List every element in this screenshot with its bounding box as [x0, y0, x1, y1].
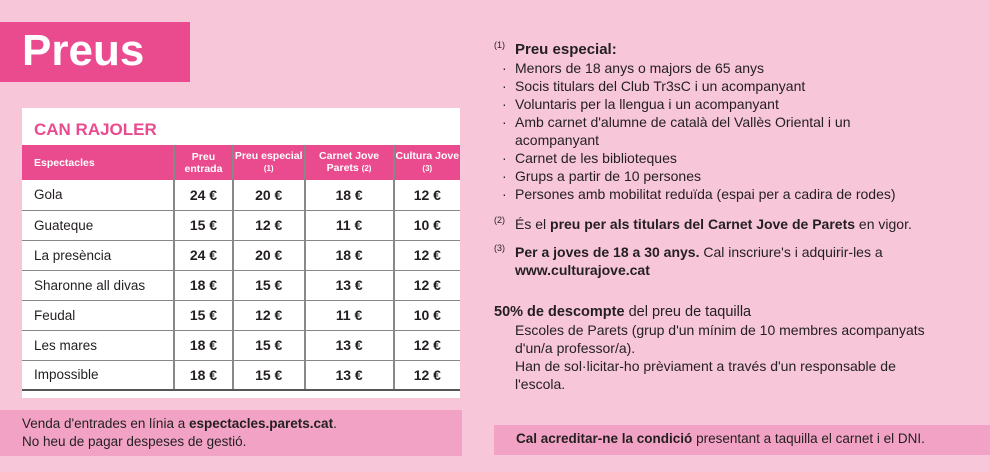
col-header: Preu especial (1): [231, 145, 305, 180]
show-name: Les mares: [22, 330, 174, 361]
culturajove-link[interactable]: www.culturajove.cat: [515, 262, 650, 278]
price-cell: 15 €: [173, 210, 233, 241]
table-row: Les mares 18 €15 €13 €12 €: [22, 330, 460, 361]
list-item: Menors de 18 anys o majors de 65 anys: [494, 59, 974, 77]
price-cell: 11 €: [303, 210, 394, 241]
col-header: Carnet Jove Parets (2): [303, 145, 394, 180]
note-2: (2) És el preu per als titulars del Carne…: [494, 215, 912, 232]
price-cell: 10 €: [392, 210, 460, 241]
notes: (1)Preu especial: Menors de 18 anys o ma…: [494, 40, 974, 393]
price-cell: 12 €: [231, 210, 305, 241]
list-item: Amb carnet d'alumne de català del Vallès…: [494, 113, 864, 149]
show-name: La presència: [22, 240, 174, 271]
show-name: Sharonne all divas: [22, 270, 174, 301]
table-header-row: Espectacles Preu entrada Preu especial (…: [22, 145, 460, 180]
price-cell: 15 €: [231, 330, 305, 361]
price-cell: 18 €: [303, 180, 394, 211]
list-item: Socis titulars del Club Tr3sC i un acomp…: [494, 77, 974, 95]
price-cell: 12 €: [392, 270, 460, 301]
discount-note: 50% de descompte del preu de taquilla: [494, 304, 752, 320]
list-item: Grups a partir de 10 persones: [494, 167, 974, 185]
price-cell: 24 €: [173, 180, 233, 211]
note-1: (1) Preu especial:: [494, 40, 617, 58]
show-name: Feudal: [22, 300, 174, 331]
price-cell: 15 €: [173, 300, 233, 331]
list-item: Voluntaris per la llengua i un acompanya…: [494, 95, 974, 113]
table-row: Impossible 18 €15 €13 €12 €: [22, 360, 460, 391]
price-cell: 12 €: [392, 180, 460, 211]
price-cell: 18 €: [173, 330, 233, 361]
price-cell: 13 €: [303, 270, 394, 301]
col-header: Cultura Jove (3): [392, 145, 460, 180]
price-cell: 15 €: [231, 270, 305, 301]
price-cell: 15 €: [231, 360, 305, 391]
price-cell: 12 €: [392, 240, 460, 271]
price-cell: 18 €: [173, 270, 233, 301]
condition-box: Cal acreditar-ne la condició presentant …: [494, 425, 990, 455]
price-cell: 12 €: [392, 360, 460, 391]
price-cell: 13 €: [303, 360, 394, 391]
price-table: Espectacles Preu entrada Preu especial (…: [22, 145, 460, 391]
price-cell: 18 €: [303, 240, 394, 271]
price-cell: 12 €: [231, 300, 305, 331]
col-header: Espectacles: [22, 145, 174, 180]
table-row: Guateque 15 €12 €11 €10 €: [22, 210, 460, 241]
price-cell: 20 €: [231, 180, 305, 211]
sales-link[interactable]: espectacles.parets.cat: [188, 416, 334, 431]
price-cell: 12 €: [392, 330, 460, 361]
show-name: Impossible: [22, 360, 174, 391]
online-sales-box: Venda d'entrades en línia a espectacles.…: [0, 410, 462, 456]
price-cell: 13 €: [303, 330, 394, 361]
price-cell: 24 €: [173, 240, 233, 271]
table-row: La presència 24 €20 €18 €12 €: [22, 240, 460, 271]
show-name: Gola: [22, 180, 174, 211]
price-cell: 18 €: [173, 360, 233, 391]
list-item: Carnet de les biblioteques: [494, 149, 974, 167]
price-cell: 10 €: [392, 300, 460, 331]
table-row: Feudal 15 €12 €11 €10 €: [22, 300, 460, 331]
col-header: Preu entrada: [173, 145, 233, 180]
price-cell: 20 €: [231, 240, 305, 271]
list-item: Persones amb mobilitat reduïda (espai pe…: [494, 185, 974, 203]
table-row: Sharonne all divas 18 €15 €13 €12 €: [22, 270, 460, 301]
page-title: Preus: [0, 22, 190, 82]
price-cell: 11 €: [303, 300, 394, 331]
show-name: Guateque: [22, 210, 174, 241]
table-row: Gola 24 €20 €18 €12 €: [22, 180, 460, 211]
venue-name: CAN RAJOLER: [34, 120, 157, 139]
price-table-card: CAN RAJOLER Espectacles Preu entrada Pre…: [22, 108, 460, 398]
note-3: (3) Per a joves de 18 a 30 anys. Cal insc…: [494, 243, 883, 278]
